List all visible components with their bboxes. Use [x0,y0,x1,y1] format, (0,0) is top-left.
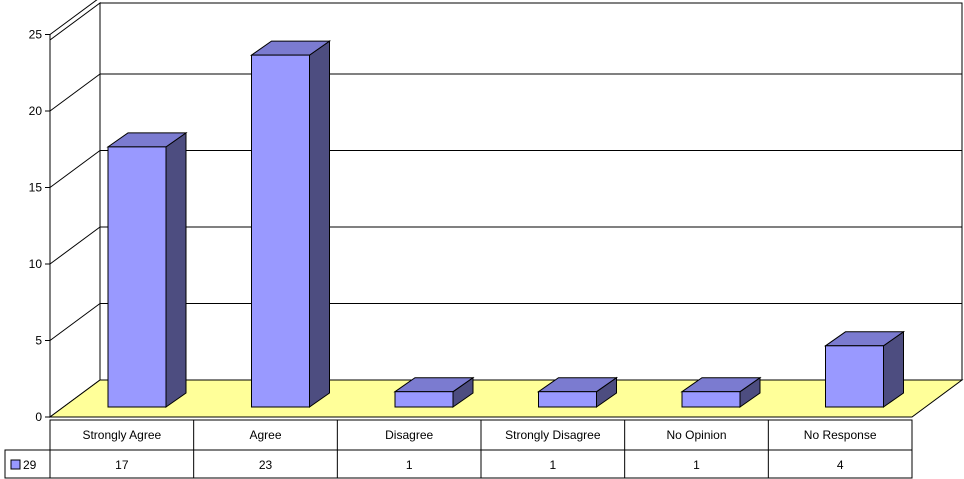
value-label: 17 [115,458,129,472]
legend-label: 29 [23,458,37,472]
category-label: Strongly Disagree [505,428,601,442]
bar [393,376,475,408]
bar-front [107,146,167,408]
gridline-side [49,226,101,265]
gridline-side [49,303,101,341]
y-tick-label: 5 [35,334,42,348]
chart-walls [49,0,963,418]
value-row [4,449,913,479]
y-axis: 0 5 10 15 20 25 [29,28,51,424]
category-label: Disagree [385,428,433,442]
value-label: 4 [837,458,844,472]
category-label: Agree [249,428,281,442]
category-label: No Opinion [666,428,726,442]
gridline-side [49,0,98,35]
back-wall [99,2,963,381]
bar-side [165,131,187,408]
bar-front [681,391,741,408]
bar-front [538,391,597,408]
bar-front [251,54,310,408]
side-wall [49,2,101,418]
value-label: 23 [259,458,273,472]
bar [680,376,762,408]
bar [249,40,332,408]
bar-side [309,40,330,408]
gridline-side [49,73,101,112]
bars [106,40,906,408]
value-label: 1 [693,458,700,472]
bar-front [394,391,454,408]
bar [823,330,906,408]
y-tick-label: 0 [35,410,42,424]
data-table: Strongly Agree 17 Agree 23 Disagree 1 Strongly… [4,419,913,479]
gridline-side [49,150,101,188]
y-tick-label: 10 [29,257,43,271]
y-tick-label: 20 [29,104,43,118]
bar [536,376,619,408]
y-tick-label: 25 [29,28,43,42]
legend-swatch [10,459,21,470]
y-tick-label: 15 [29,181,43,195]
category-label: Strongly Agree [82,428,161,442]
bar [106,131,188,408]
value-label: 1 [549,458,556,472]
value-label: 1 [406,458,413,472]
bar-front [825,345,884,408]
category-label: No Response [804,428,877,442]
